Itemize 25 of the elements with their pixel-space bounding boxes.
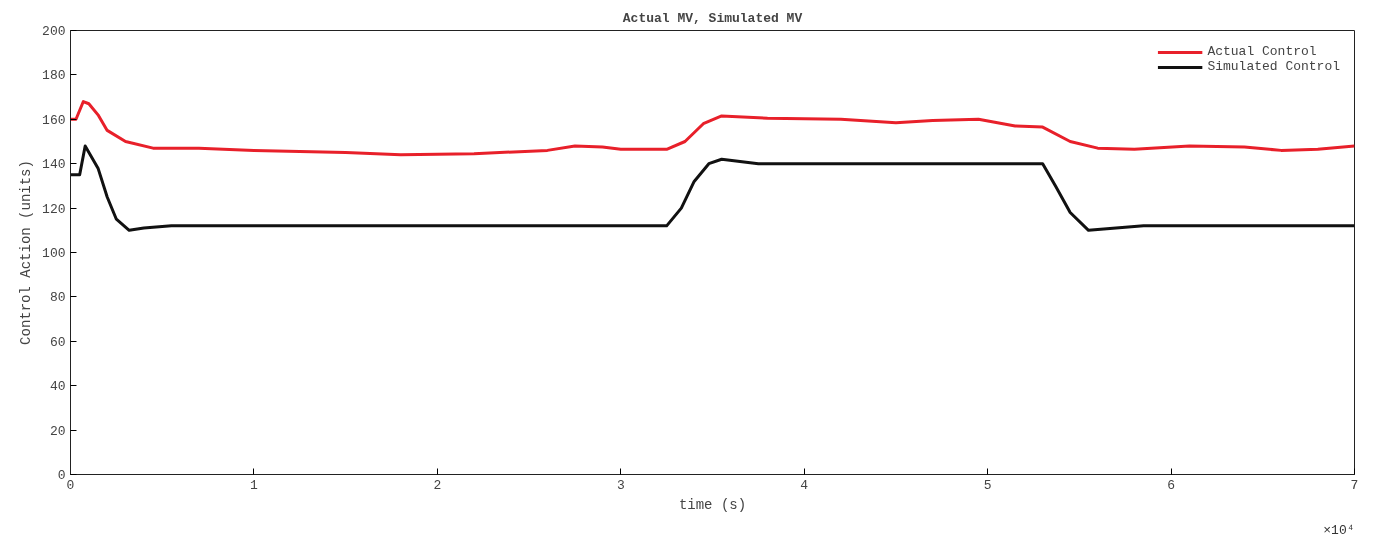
y-tick-label: 200: [42, 24, 66, 39]
x-tick-label: 7: [1350, 477, 1359, 493]
y-tick-label: 140: [42, 157, 66, 173]
y-tick-label: 120: [42, 201, 66, 217]
y-tick-label: 80: [49, 290, 66, 306]
x-tick-label: 5: [983, 477, 992, 493]
y-tick-label: 160: [42, 112, 66, 128]
y-tick-label: 100: [42, 246, 66, 261]
line-series: [70, 100, 1355, 157]
x-axis-title: time (s): [678, 496, 747, 513]
legend-label: Actual Control: [1207, 44, 1317, 59]
y-tick-label: 40: [49, 379, 66, 395]
x-tick-label: 4: [800, 477, 809, 493]
legend-label: Simulated Control: [1207, 59, 1340, 74]
y-axis-title: Control Action (units): [18, 160, 35, 345]
y-tick-label: 60: [49, 334, 66, 350]
x-tick-label: 2: [433, 477, 442, 493]
x-tick-label: 1: [250, 477, 259, 493]
y-tick-label: 20: [49, 423, 66, 439]
x-tick-label: 6: [1167, 477, 1175, 493]
chart-title: Actual MV, Simulated MV: [622, 10, 803, 26]
x-tick-label: 3: [616, 477, 625, 493]
text: ×10⁴: [1323, 522, 1355, 538]
y-tick-label: 180: [42, 68, 66, 84]
line-series: [70, 144, 1355, 232]
